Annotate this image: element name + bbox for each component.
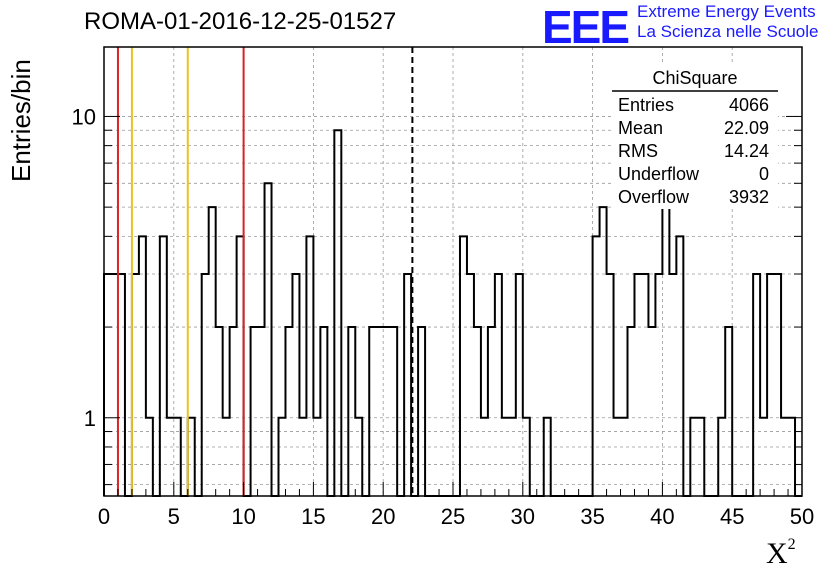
stats-row-label: Overflow [618,187,690,207]
x-tick-label: 20 [371,504,395,529]
x-tick-label: 25 [441,504,465,529]
x-axis-label-sup: 2 [787,536,796,553]
x-tick-label: 0 [98,504,110,529]
stats-row-value: 4066 [729,95,769,115]
stats-row-value: 3932 [729,187,769,207]
stats-row-label: Mean [618,118,663,138]
x-tick-label: 10 [231,504,255,529]
x-tick-label: 40 [650,504,674,529]
x-axis-label: X2 [766,536,796,571]
x-tick-label: 5 [168,504,180,529]
stats-row-label: Underflow [618,164,700,184]
stats-row-value: 14.24 [724,141,769,161]
x-tick-label: 35 [580,504,604,529]
stats-box-title: ChiSquare [652,68,737,88]
stats-box-background [612,64,778,209]
x-tick-label: 15 [301,504,325,529]
y-tick-label: 1 [84,406,96,431]
logo-subtitle-line2: La Scienza nelle Scuole [637,22,819,41]
eee-logo: EEE [542,1,630,53]
stats-row-label: Entries [618,95,674,115]
logo-subtitle-line1: Extreme Energy Events [637,2,816,21]
y-axis-label: Entries/bin [6,59,36,182]
chart-title: ROMA-01-2016-12-25-01527 [84,8,397,35]
x-tick-label: 45 [720,504,744,529]
stats-row-value: 22.09 [724,118,769,138]
y-tick-label: 10 [72,104,96,129]
stats-row-value: 0 [759,164,769,184]
x-axis-label-base: X [766,537,788,570]
stats-row-label: RMS [618,141,658,161]
x-tick-label: 50 [790,504,814,529]
x-tick-label: 30 [511,504,535,529]
